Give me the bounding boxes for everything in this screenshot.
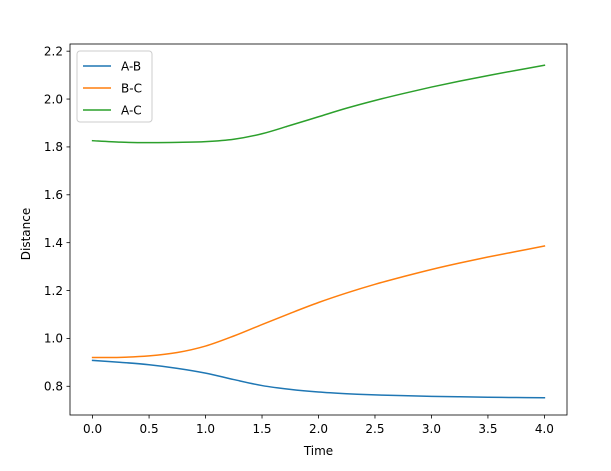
y-tick-label: 1.0 (44, 332, 63, 346)
x-tick-label: 0.0 (83, 422, 102, 436)
legend: A-B B-C A-C (76, 50, 153, 123)
series-line-a-c (91, 64, 546, 144)
y-tick-label: 0.8 (44, 380, 63, 394)
legend-entries: A-B B-C A-C (83, 59, 142, 117)
legend-label-a-c: A-C (121, 103, 142, 117)
x-tick-label: 1.5 (252, 422, 271, 436)
y-tick-label: 1.6 (44, 188, 63, 202)
x-tick-label: 0.5 (140, 422, 159, 436)
y-tick-label: 2.2 (44, 44, 63, 58)
series-line-b-c (91, 245, 546, 359)
x-tick-label: 4.0 (535, 422, 554, 436)
y-tick-label: 1.4 (44, 236, 63, 250)
x-tick-label: 3.5 (478, 422, 497, 436)
y-axis-label: Distance (19, 208, 33, 260)
x-axis-label: Time (303, 444, 333, 458)
x-axis-ticks: 0.0 0.5 1.0 1.5 2.0 2.5 3.0 3.5 4.0 (83, 415, 554, 436)
y-axis-ticks: 0.8 1.0 1.2 1.4 1.6 1.8 2.0 2.2 (44, 44, 70, 394)
legend-label-a-b: A-B (121, 59, 141, 73)
legend-box (76, 50, 153, 123)
x-tick-label: 1.0 (196, 422, 215, 436)
series-line-a-b (91, 359, 546, 399)
x-tick-label: 3.0 (422, 422, 441, 436)
x-tick-label: 2.5 (365, 422, 384, 436)
y-tick-label: 2.0 (44, 92, 63, 106)
y-tick-label: 1.2 (44, 284, 63, 298)
series-lines (91, 64, 546, 399)
legend-label-b-c: B-C (121, 81, 142, 95)
y-tick-label: 1.8 (44, 140, 63, 154)
x-tick-label: 2.0 (309, 422, 328, 436)
